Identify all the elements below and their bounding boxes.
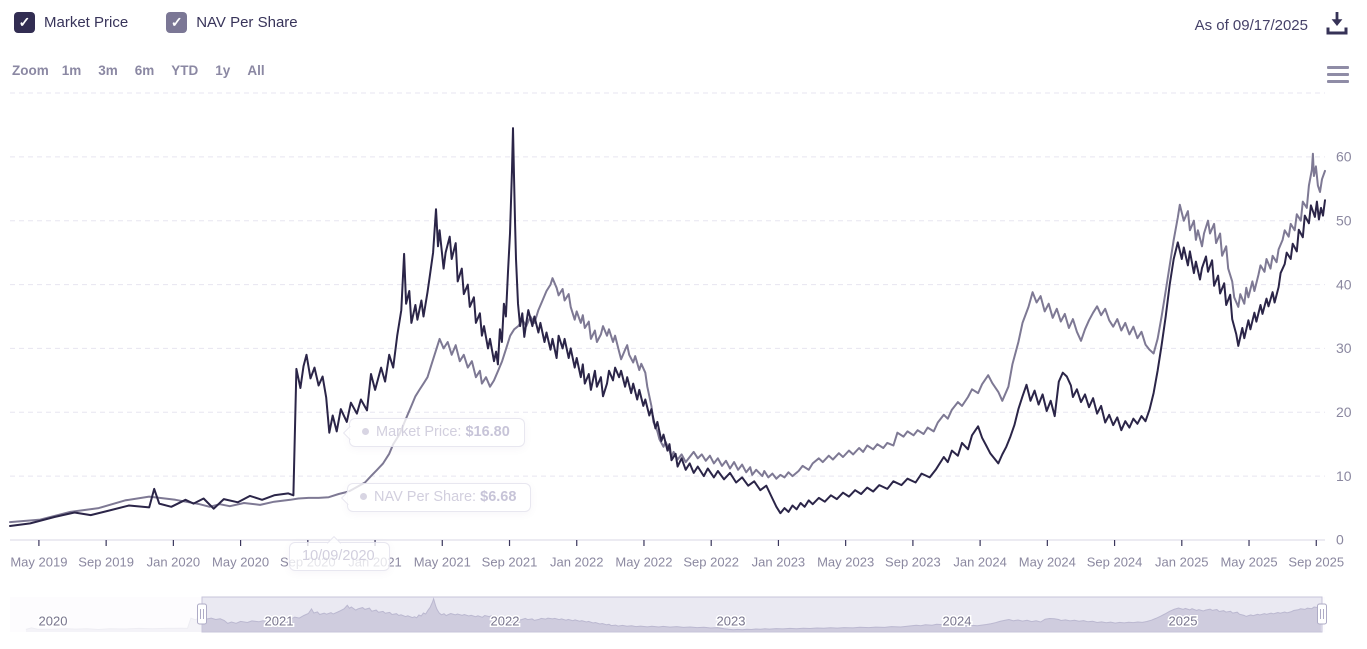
x-axis-label: Jan 2025 (1155, 555, 1209, 570)
navigator-area-outline (25, 597, 1322, 631)
range-button-6m[interactable]: 6m (134, 63, 155, 78)
navigator-year-label: 2021 (265, 614, 294, 629)
y-axis-label: 60 (1336, 149, 1352, 165)
navigator-year-label: 2025 (1169, 614, 1198, 629)
navigator-handle-left[interactable] (197, 603, 207, 625)
x-axis-label: Jan 2024 (953, 555, 1007, 570)
nav-per-share-checkbox[interactable]: ✓ (166, 12, 188, 33)
market-price-line (9, 127, 1326, 527)
tooltip-date: 10/09/2020 (289, 535, 390, 571)
x-axis-label: Sep 2022 (683, 555, 739, 570)
navigator-area (25, 598, 1321, 632)
y-axis-label: 10 (1336, 468, 1352, 484)
x-axis-label: Sep 2024 (1087, 555, 1143, 570)
range-button-ytd[interactable]: YTD (171, 63, 199, 78)
x-axis-label: May 2024 (1019, 555, 1076, 570)
series-dot-icon (362, 428, 369, 435)
y-axis-label: 30 (1336, 340, 1352, 356)
tooltip-nav-per-share: NAV Per Share: $6.68 (340, 483, 532, 512)
legend-label-market-price: Market Price (44, 14, 129, 31)
navigator-year-label: 2023 (717, 614, 746, 629)
x-axis-label: Sep 2021 (482, 555, 538, 570)
x-axis-label: Sep 2019 (78, 555, 134, 570)
y-axis-label: 0 (1336, 532, 1344, 548)
y-axis-label: 50 (1336, 212, 1352, 228)
x-axis-label: May 2025 (1220, 555, 1277, 570)
navigator-handle-right[interactable] (1317, 603, 1327, 625)
download-button[interactable] (1324, 9, 1350, 37)
x-axis-label: May 2020 (212, 555, 269, 570)
x-axis-label: Sep 2025 (1288, 555, 1344, 570)
range-button-3m[interactable]: 3m (98, 63, 118, 78)
x-axis-label: Jan 2023 (752, 555, 806, 570)
zoom-label: Zoom (12, 63, 49, 78)
hamburger-icon (1327, 80, 1349, 83)
y-axis-label: 40 (1336, 276, 1352, 292)
legend: ✓ Market Price ✓ NAV Per Share (14, 12, 336, 33)
navigator-mask-left (10, 597, 202, 632)
legend-item-market-price[interactable]: ✓ Market Price (14, 12, 128, 33)
chart-menu-button[interactable] (1327, 66, 1349, 83)
range-button-1y[interactable]: 1y (215, 63, 231, 78)
hamburger-icon (1327, 66, 1349, 69)
x-axis-label: May 2023 (817, 555, 874, 570)
navigator-selected-range[interactable] (201, 596, 1323, 633)
market-price-checkbox[interactable]: ✓ (14, 12, 35, 33)
nav-per-share-line (9, 152, 1326, 524)
range-button-1m[interactable]: 1m (61, 63, 82, 78)
x-axis-label: May 2022 (615, 555, 672, 570)
navigator-year-label: 2024 (943, 614, 972, 629)
as-of-date: As of 09/17/2025 (1194, 17, 1308, 34)
x-axis-label: Jan 2020 (147, 555, 201, 570)
x-axis-label: May 2021 (414, 555, 471, 570)
y-axis-label: 20 (1336, 404, 1352, 420)
x-axis-label: Sep 2023 (885, 555, 941, 570)
series-dot-icon (360, 493, 367, 500)
range-button-all[interactable]: All (247, 63, 265, 78)
legend-item-nav-per-share[interactable]: ✓ NAV Per Share (166, 12, 298, 33)
navigator-year-label: 2022 (491, 614, 520, 629)
range-toolbar: Zoom 1m 3m 6m YTD 1y All (12, 63, 282, 78)
x-axis-label: May 2019 (10, 555, 67, 570)
legend-label-nav-per-share: NAV Per Share (196, 14, 298, 31)
x-axis-label: Jan 2022 (550, 555, 604, 570)
download-icon (1326, 12, 1348, 35)
tooltip-market-price: Market Price: $16.80 (342, 418, 525, 447)
hamburger-icon (1327, 73, 1349, 76)
navigator-year-label: 2020 (39, 614, 68, 629)
